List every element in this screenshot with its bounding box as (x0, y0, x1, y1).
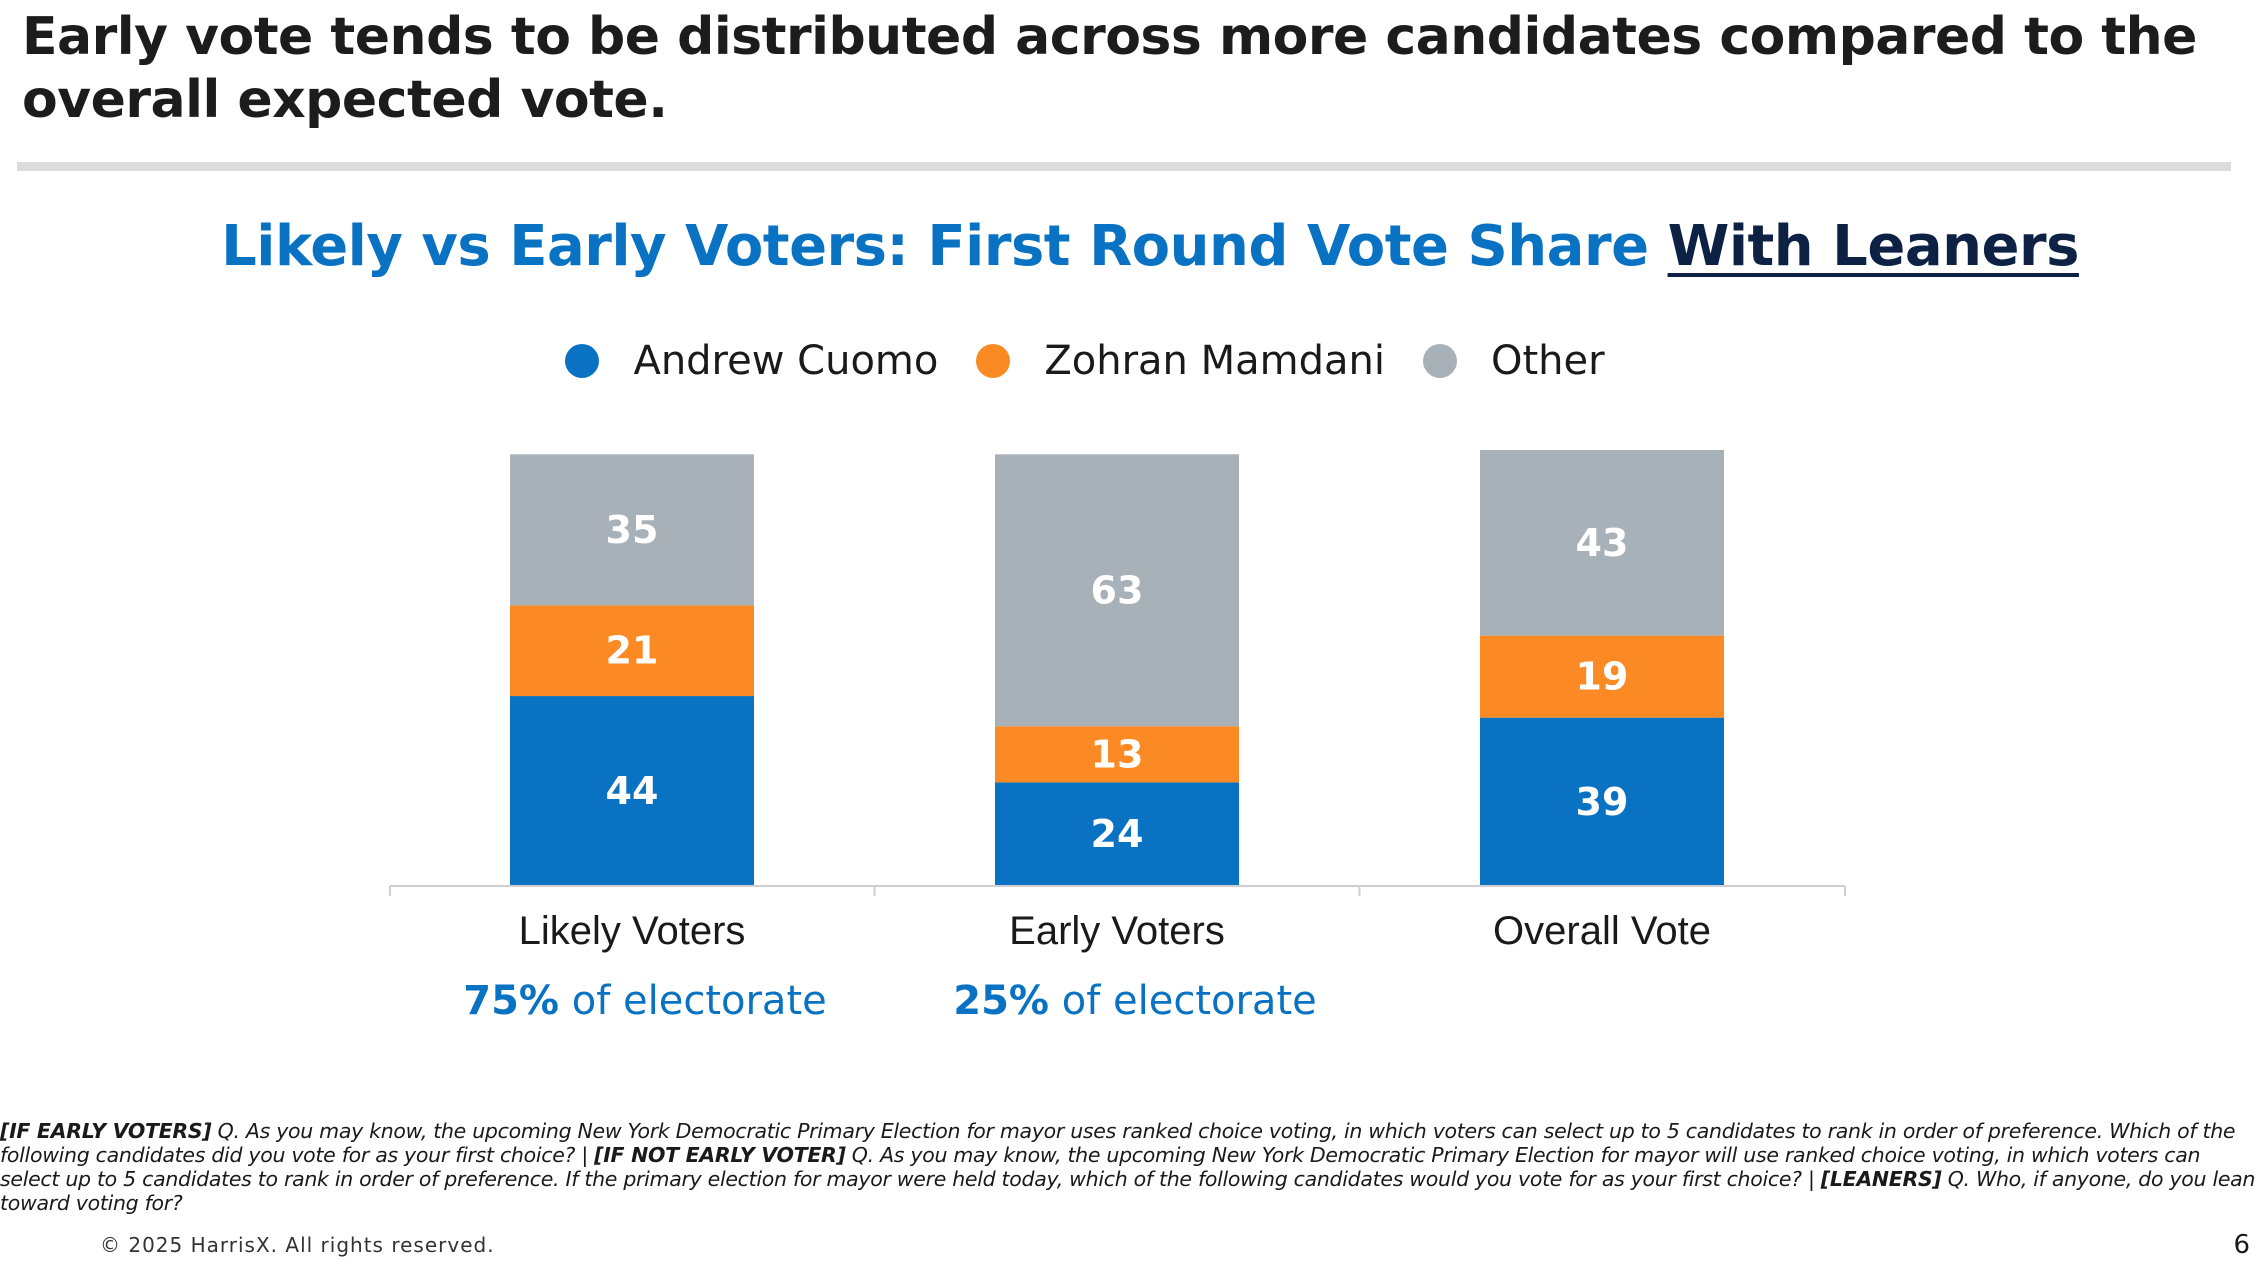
copyright-notice: © 2025 HarrisX. All rights reserved. (100, 1233, 495, 1257)
legend-item-other: Other (1422, 338, 1605, 384)
electorate-note-likely-voters: 75% of electorate (463, 978, 826, 1024)
footnote-tag-leaners: [LEANERS] (1820, 1167, 1942, 1191)
chart-legend: Andrew Cuomo Zohran Mamdani Other (0, 338, 2170, 384)
data-label-overall-vote-andrew-cuomo: 39 (1576, 780, 1629, 824)
headline-divider (17, 162, 2231, 171)
data-label-likely-voters-andrew-cuomo: 44 (606, 769, 659, 813)
data-label-early-voters-other: 63 (1091, 568, 1144, 612)
legend-swatch-zohran-mamdani (976, 344, 1011, 378)
bar-overall-vote-andrew-cuomo (1480, 717, 1724, 886)
electorate-pct-early-voters: 25% (953, 978, 1050, 1024)
legend-item-zohran-mamdani: Zohran Mamdani (976, 338, 1385, 384)
data-label-early-voters-andrew-cuomo: 24 (1091, 812, 1144, 856)
x-tick-label-likely-voters: Likely Voters (519, 909, 746, 953)
bar-likely-voters-andrew-cuomo (510, 696, 754, 886)
bar-early-voters-andrew-cuomo (995, 782, 1239, 886)
legend-item-andrew-cuomo: Andrew Cuomo (565, 338, 938, 384)
legend-label-other: Other (1490, 338, 1605, 384)
footnote-text-not-early-voter: Q. As you may know, the upcoming New Yor… (0, 1143, 2201, 1191)
x-tick-label-early-voters: Early Voters (1009, 909, 1225, 953)
data-label-likely-voters-other: 35 (606, 508, 659, 552)
question-footnote: [IF EARLY VOTERS] Q. As you may know, th… (0, 1119, 2262, 1215)
page-number: 6 (2233, 1230, 2250, 1260)
legend-swatch-andrew-cuomo (565, 344, 600, 378)
electorate-pct-likely-voters: 75% (463, 978, 560, 1024)
chart-title-emphasis: With Leaners (1667, 214, 2080, 279)
footnote-tag-not-early-voter: [IF NOT EARLY VOTER] (594, 1143, 846, 1167)
x-tick-label-overall-vote: Overall Vote (1493, 909, 1711, 953)
slide-headline: Early vote tends to be distributed acros… (22, 7, 2197, 130)
data-label-overall-vote-other: 43 (1576, 521, 1629, 565)
chart-title: Likely vs Early Voters: First Round Vote… (0, 214, 2264, 279)
data-label-early-voters-zohran-mamdani: 13 (1091, 732, 1144, 776)
bar-likely-voters-other (510, 454, 754, 606)
electorate-text-likely-voters: of electorate (559, 978, 827, 1024)
footnote-text-early-voters: Q. As you may know, the upcoming New Yor… (0, 1119, 2236, 1167)
bar-overall-vote-zohran-mamdani (1480, 635, 1724, 718)
bar-likely-voters-zohran-mamdani (510, 605, 754, 697)
legend-swatch-other (1422, 344, 1457, 378)
data-label-overall-vote-zohran-mamdani: 19 (1576, 655, 1629, 699)
legend-label-zohran-mamdani: Zohran Mamdani (1044, 338, 1385, 384)
electorate-note-early-voters: 25% of electorate (953, 978, 1316, 1024)
chart-title-main: Likely vs Early Voters: First Round Vote… (221, 214, 1649, 279)
bar-early-voters-other (995, 454, 1239, 727)
bar-overall-vote-other (1480, 450, 1724, 636)
bar-early-voters-zohran-mamdani (995, 726, 1239, 783)
legend-label-andrew-cuomo: Andrew Cuomo (633, 338, 939, 384)
footnote-tag-early-voters: [IF EARLY VOTERS] (0, 1119, 212, 1143)
electorate-text-early-voters: of electorate (1049, 978, 1317, 1024)
footnote-text-leaners: Q. Who, if anyone, do you lean toward vo… (0, 1167, 2256, 1215)
data-label-likely-voters-zohran-mamdani: 21 (606, 629, 659, 673)
